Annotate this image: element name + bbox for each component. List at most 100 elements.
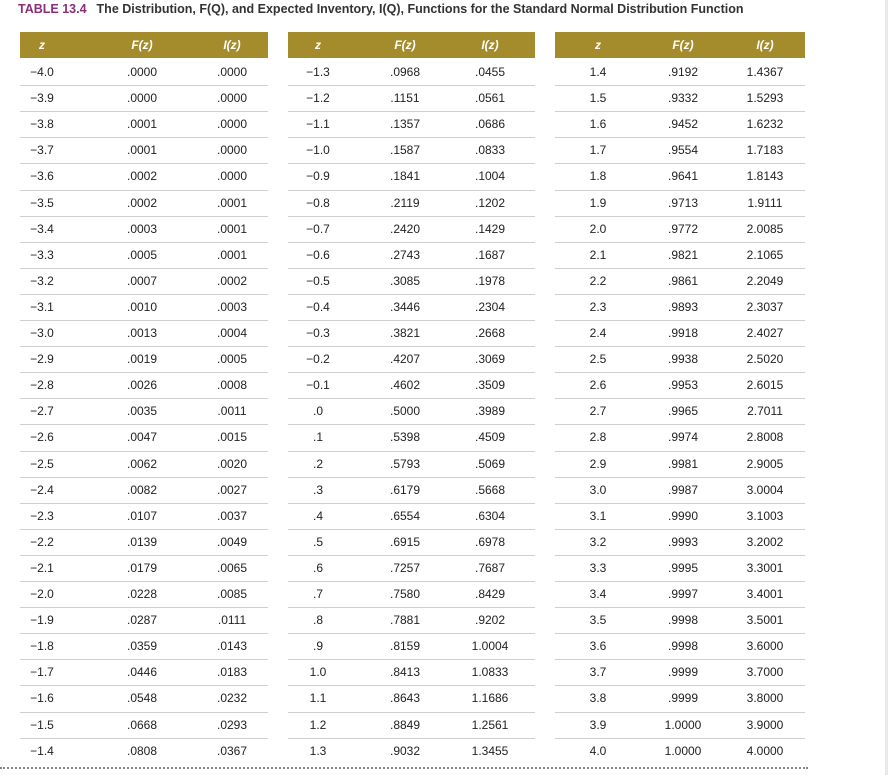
- table-cell: 1.2561: [471, 717, 509, 732]
- table-cell: .6304: [474, 508, 506, 523]
- row-divider: [555, 293, 805, 295]
- table-cell: −0.4: [306, 299, 330, 314]
- row-divider: [20, 502, 268, 504]
- table-cell: .0000: [126, 65, 158, 80]
- table-cell: .0026: [126, 378, 158, 393]
- table-cell: .9641: [667, 169, 699, 184]
- table-cell: .0455: [474, 65, 506, 80]
- table-cell: .0065: [216, 560, 248, 575]
- table-cell: 3.0004: [746, 482, 784, 497]
- table-cell: .7: [312, 587, 324, 602]
- header-bar: [288, 32, 535, 58]
- row-divider: [20, 241, 268, 243]
- table-cell: 1.8: [589, 169, 607, 184]
- table-cell: −3.8: [30, 117, 54, 132]
- table-cell: .0085: [216, 587, 248, 602]
- row-divider: [555, 528, 805, 530]
- table-cell: 1.3: [309, 743, 327, 758]
- table-cell: 2.8: [589, 430, 607, 445]
- table-cell: .0107: [126, 508, 158, 523]
- table-cell: .0446: [126, 665, 158, 680]
- table-cell: .3989: [474, 404, 506, 419]
- table-cell: .9861: [667, 273, 699, 288]
- table-cell: 2.2049: [746, 273, 784, 288]
- table-cell: .0287: [126, 613, 158, 628]
- table-cell: 3.6000: [746, 639, 784, 654]
- column-header: z: [315, 38, 321, 52]
- column-header: I(z): [223, 38, 241, 52]
- table-cell: 3.0: [589, 482, 607, 497]
- table-cell: −0.9: [306, 169, 330, 184]
- row-divider: [555, 502, 805, 504]
- row-divider: [288, 737, 535, 739]
- table-cell: 3.1: [589, 508, 607, 523]
- table-cell: 1.1686: [471, 691, 509, 706]
- row-divider: [555, 215, 805, 217]
- table-cell: .8: [312, 613, 324, 628]
- table-cell: 1.3455: [471, 743, 509, 758]
- table-cell: 3.4001: [746, 587, 784, 602]
- table-cell: .7881: [389, 613, 421, 628]
- table-cell: 2.3037: [746, 299, 784, 314]
- table-cell: .3509: [474, 378, 506, 393]
- table-cell: .3085: [389, 273, 421, 288]
- table-cell: .6915: [389, 534, 421, 549]
- table-cell: 2.4027: [746, 326, 784, 341]
- table-cell: −2.9: [30, 352, 54, 367]
- table-cell: .9999: [667, 665, 699, 680]
- table-cell: 1.8143: [746, 169, 784, 184]
- row-divider: [555, 372, 805, 374]
- table-cell: 1.9: [589, 195, 607, 210]
- table-cell: 1.7: [589, 143, 607, 158]
- row-divider: [288, 320, 535, 321]
- table-cell: 1.1: [309, 691, 327, 706]
- table-cell: −1.0: [306, 143, 330, 158]
- table-cell: .9452: [667, 117, 699, 132]
- column-header: z: [595, 38, 601, 52]
- table-cell: −2.3: [30, 508, 54, 523]
- row-divider: [555, 711, 805, 713]
- row-divider: [288, 111, 535, 113]
- table-cell: .9332: [667, 91, 699, 106]
- table-cell: −1.5: [30, 717, 54, 732]
- row-divider: [555, 476, 805, 478]
- table-cell: .0082: [126, 482, 158, 497]
- table-cell: .0011: [217, 404, 247, 419]
- table-cell: .0228: [126, 587, 158, 602]
- table-cell: 2.3: [589, 299, 607, 314]
- table-cell: .0004: [216, 326, 248, 341]
- row-divider: [555, 267, 805, 269]
- table-cell: −2.6: [30, 430, 54, 445]
- row-divider: [555, 163, 805, 165]
- table-cell: .0003: [126, 221, 158, 236]
- table-cell: .2304: [474, 299, 506, 314]
- table-cell: 2.6015: [746, 378, 784, 393]
- scroll-edge: [885, 0, 888, 775]
- row-divider: [20, 398, 268, 400]
- table-cell: .0019: [126, 352, 158, 367]
- table-cell: −1.7: [30, 665, 54, 680]
- table-cell: .3446: [389, 299, 421, 314]
- table-cell: −0.7: [306, 221, 330, 236]
- table-cell: .0001: [216, 195, 248, 210]
- table-cell: .0002: [126, 169, 158, 184]
- row-divider: [288, 528, 535, 530]
- table-cell: 2.9: [589, 456, 607, 471]
- table-cell: .4509: [474, 430, 506, 445]
- row-divider: [20, 476, 268, 478]
- table-cell: .0062: [126, 456, 158, 471]
- table-cell: .3069: [474, 352, 506, 367]
- table-cell: −1.9: [30, 613, 54, 628]
- table-cell: .0010: [126, 299, 158, 314]
- table-cell: −1.6: [30, 691, 54, 706]
- table-cell: .9554: [667, 143, 699, 158]
- row-divider: [288, 137, 535, 139]
- table-cell: −0.6: [306, 247, 330, 262]
- row-divider: [20, 346, 268, 348]
- table-cell: 3.3: [589, 560, 607, 575]
- row-divider: [288, 293, 535, 295]
- table-cell: .3821: [389, 326, 421, 341]
- row-divider: [288, 215, 535, 217]
- table-title: TABLE 13.4 The Distribution, F(Q), and Ex…: [18, 2, 744, 16]
- row-divider: [288, 476, 535, 478]
